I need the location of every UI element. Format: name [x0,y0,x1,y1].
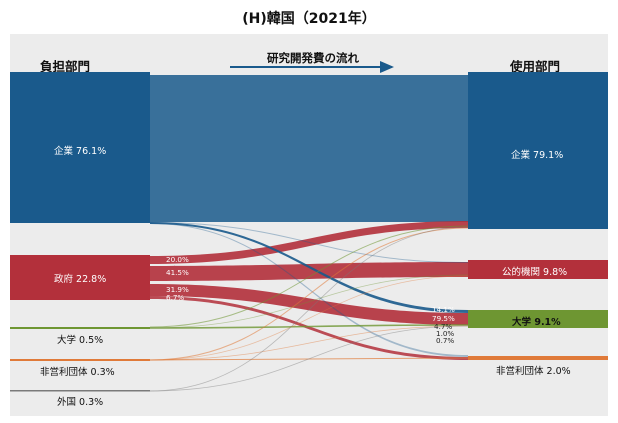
univ-in-label-foreign: 0.7% [436,336,455,345]
flow-government-to-university [150,284,468,325]
target-label-company: 企業 79.1% [511,150,564,161]
source-node-university [10,327,150,329]
source-label-company: 企業 76.1% [54,146,107,157]
flow-foreign-to-university [149,325,469,392]
univ-in-label-university: 4.7% [434,322,453,331]
source-node-foreign [10,390,150,392]
target-node-company [468,72,608,229]
source-node-company [10,72,150,223]
source-node-nonprofit [10,359,150,361]
source-label-university: 大学 0.5% [57,335,104,346]
flow-title: 研究開発費の流れ [267,51,359,65]
flow-company-to-company [150,75,468,222]
target-label-nonprofit: 非営利団体 2.0% [496,366,571,377]
univ-in-label-nonprofit: 1.0% [436,329,455,338]
flow-government-to-public [150,262,468,281]
flow-government-to-nonprofit [150,296,468,360]
gov-flow-label-company: 20.0% [166,255,189,264]
source-label-foreign: 外国 0.3% [57,397,104,408]
target-node-university [468,310,608,328]
flow-company-to-public [150,222,468,263]
gov-flow-label-public: 41.5% [166,268,189,277]
source-label-government: 政府 22.8% [54,274,107,285]
flow-nonprofit-to-public [149,275,469,361]
univ-in-label-government: 79.5% [432,314,455,323]
flow-nonprofit-to-university [149,325,469,361]
target-label-public: 公的機関 9.8% [502,267,568,278]
source-column-header: 負担部門 [40,59,91,74]
univ-in-label-company: 14.1% [432,305,455,314]
target-node-public [468,260,608,279]
flow-university-to-company [149,225,469,328]
target-label-university: 大学 9.1% [512,317,561,328]
flow-nonprofit-to-company [149,227,469,361]
flow-university-to-university [149,324,469,329]
flow-government-to-company [150,221,468,264]
flow-company-to-university [150,222,468,313]
flow-foreign-to-company [149,226,469,392]
gov-flow-label-nonprofit: 6.7% [166,293,185,302]
target-column-header: 使用部門 [510,59,561,74]
source-label-nonprofit: 非営利団体 0.3% [40,367,115,378]
flow-university-to-public [149,274,469,329]
source-node-government [10,255,150,300]
target-node-nonprofit [468,356,608,360]
diagram-title: (H)韓国（2021年） [242,11,376,27]
gov-flow-label-university: 31.9% [166,285,189,294]
flow-nonprofit-to-nonprofit [149,357,469,361]
